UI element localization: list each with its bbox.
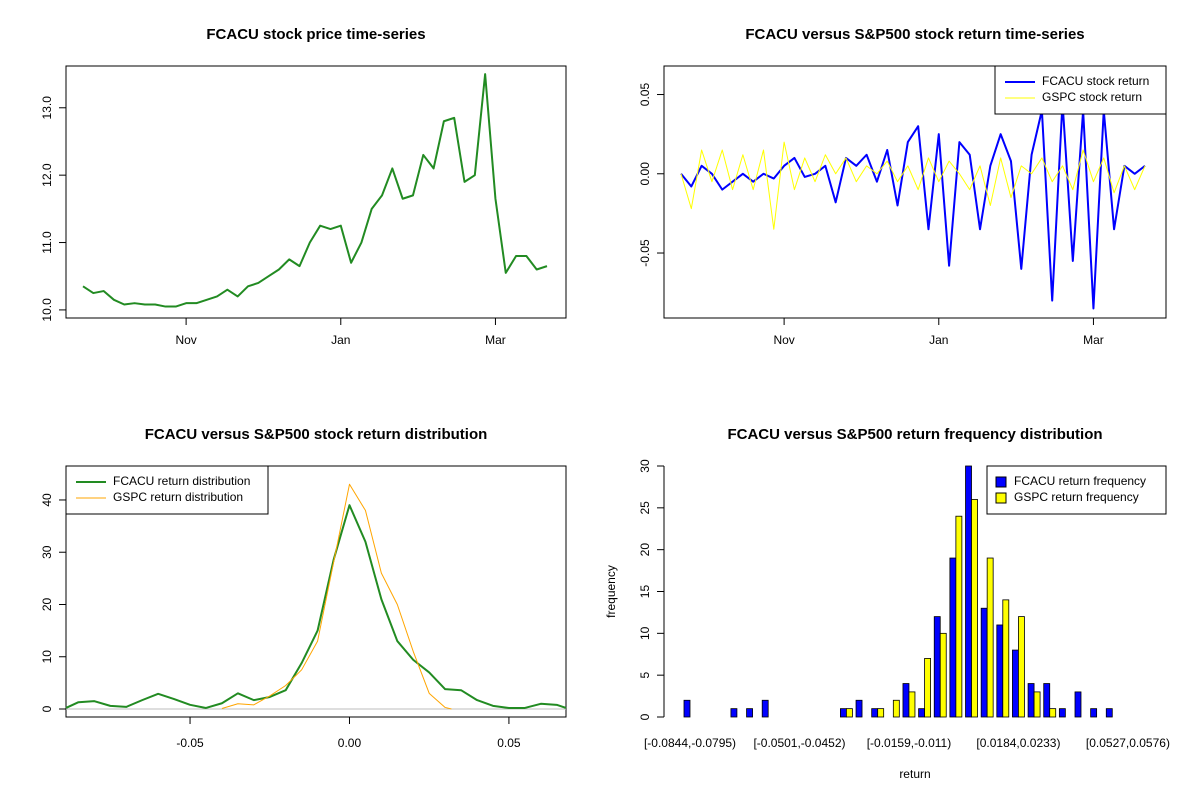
- legend-label: FCACU return frequency: [1014, 474, 1146, 488]
- legend-label: GSPC return frequency: [1014, 490, 1139, 504]
- plot-box: [65, 65, 567, 319]
- bar: [933, 616, 941, 718]
- bar: [846, 708, 853, 718]
- x-tick-label: Nov: [773, 333, 794, 347]
- y-tick-label: 10.0: [40, 298, 54, 322]
- bar: [730, 708, 738, 718]
- bar: [1105, 708, 1113, 718]
- bar: [939, 632, 947, 718]
- bar: [1090, 708, 1098, 718]
- bar: [955, 515, 963, 718]
- bar: [683, 699, 691, 718]
- y-tick-label: 5: [638, 672, 652, 679]
- legend-label: FCACU stock return: [1042, 74, 1149, 88]
- x-tick-label: Mar: [485, 333, 506, 347]
- legend-swatch: [995, 476, 1007, 488]
- bar: [996, 624, 1004, 718]
- bar: [877, 708, 885, 718]
- bar: [1018, 616, 1025, 718]
- bar: [1074, 691, 1082, 718]
- chart-title: FCACU versus S&P500 return frequency dis…: [727, 426, 1102, 443]
- bar: [965, 465, 972, 718]
- y-tick-label: 15: [638, 585, 652, 599]
- x-axis-label: return: [899, 767, 930, 781]
- legend-label: GSPC stock return: [1042, 90, 1142, 104]
- x-tick-label: Jan: [331, 333, 350, 347]
- y-tick-label: 30: [638, 459, 652, 473]
- bar: [908, 691, 916, 718]
- x-tick-label: Jan: [929, 333, 948, 347]
- bar: [986, 557, 994, 718]
- bar: [949, 557, 957, 718]
- series-line: [221, 483, 452, 710]
- bar: [1058, 708, 1066, 718]
- x-tick-label: 0.05: [497, 736, 521, 750]
- x-tick-label: [-0.0501,-0.0452): [753, 736, 845, 750]
- y-tick-label: 30: [40, 545, 54, 559]
- y-tick-label: 20: [638, 543, 652, 557]
- x-tick-label: [0.0527,0.0576): [1086, 736, 1170, 750]
- y-tick-label: 10: [40, 650, 54, 664]
- bar: [902, 683, 910, 718]
- bar: [1033, 691, 1041, 718]
- series-line: [82, 73, 548, 308]
- bar: [1002, 599, 1010, 718]
- y-tick-label: 25: [638, 501, 652, 515]
- bar: [746, 708, 753, 718]
- legend-box: [994, 65, 1167, 115]
- y-tick-label: 0.00: [638, 162, 652, 186]
- y-tick-label: 40: [40, 493, 54, 507]
- bar: [971, 499, 978, 718]
- bar: [761, 699, 769, 718]
- legend-box: [65, 465, 269, 515]
- bar: [924, 658, 931, 718]
- x-tick-label: 0.00: [338, 736, 362, 750]
- bar: [1043, 683, 1051, 718]
- y-tick-label: 20: [40, 597, 54, 611]
- chart-title: FCACU versus S&P500 stock return distrib…: [145, 426, 488, 443]
- x-tick-label: [-0.0159,-0.011): [867, 736, 952, 750]
- y-tick-label: 0.05: [638, 83, 652, 107]
- legend-swatch: [995, 492, 1007, 504]
- bar: [892, 699, 900, 718]
- bar: [855, 699, 863, 718]
- y-tick-label: 0: [40, 705, 54, 712]
- legend-box: [986, 465, 1167, 515]
- chart-title: FCACU stock price time-series: [206, 26, 425, 43]
- x-tick-label: [-0.0844,-0.0795): [644, 736, 736, 750]
- bar: [871, 708, 879, 718]
- legend-label: GSPC return distribution: [113, 490, 243, 504]
- bar: [1027, 683, 1035, 718]
- y-tick-label: -0.05: [638, 239, 652, 267]
- x-tick-label: -0.05: [176, 736, 204, 750]
- bar: [980, 607, 988, 718]
- x-tick-label: Mar: [1083, 333, 1104, 347]
- bar: [1049, 708, 1057, 718]
- y-tick-label: 11.0: [40, 231, 54, 254]
- bar: [1012, 649, 1019, 718]
- y-tick-label: 10: [638, 626, 652, 640]
- y-tick-label: 0: [638, 713, 652, 720]
- x-tick-label: Nov: [175, 333, 196, 347]
- bar: [918, 708, 925, 718]
- series-line: [680, 141, 1146, 230]
- y-tick-label: 13.0: [40, 96, 54, 120]
- y-tick-label: 12.0: [40, 163, 54, 187]
- bar: [840, 708, 847, 718]
- series-line: [680, 101, 1146, 310]
- x-tick-label: [0.0184,0.0233): [976, 736, 1060, 750]
- y-axis-label: frequency: [604, 565, 618, 618]
- chart-title: FCACU versus S&P500 stock return time-se…: [745, 26, 1084, 43]
- series-line: [65, 504, 567, 709]
- legend-label: FCACU return distribution: [113, 474, 250, 488]
